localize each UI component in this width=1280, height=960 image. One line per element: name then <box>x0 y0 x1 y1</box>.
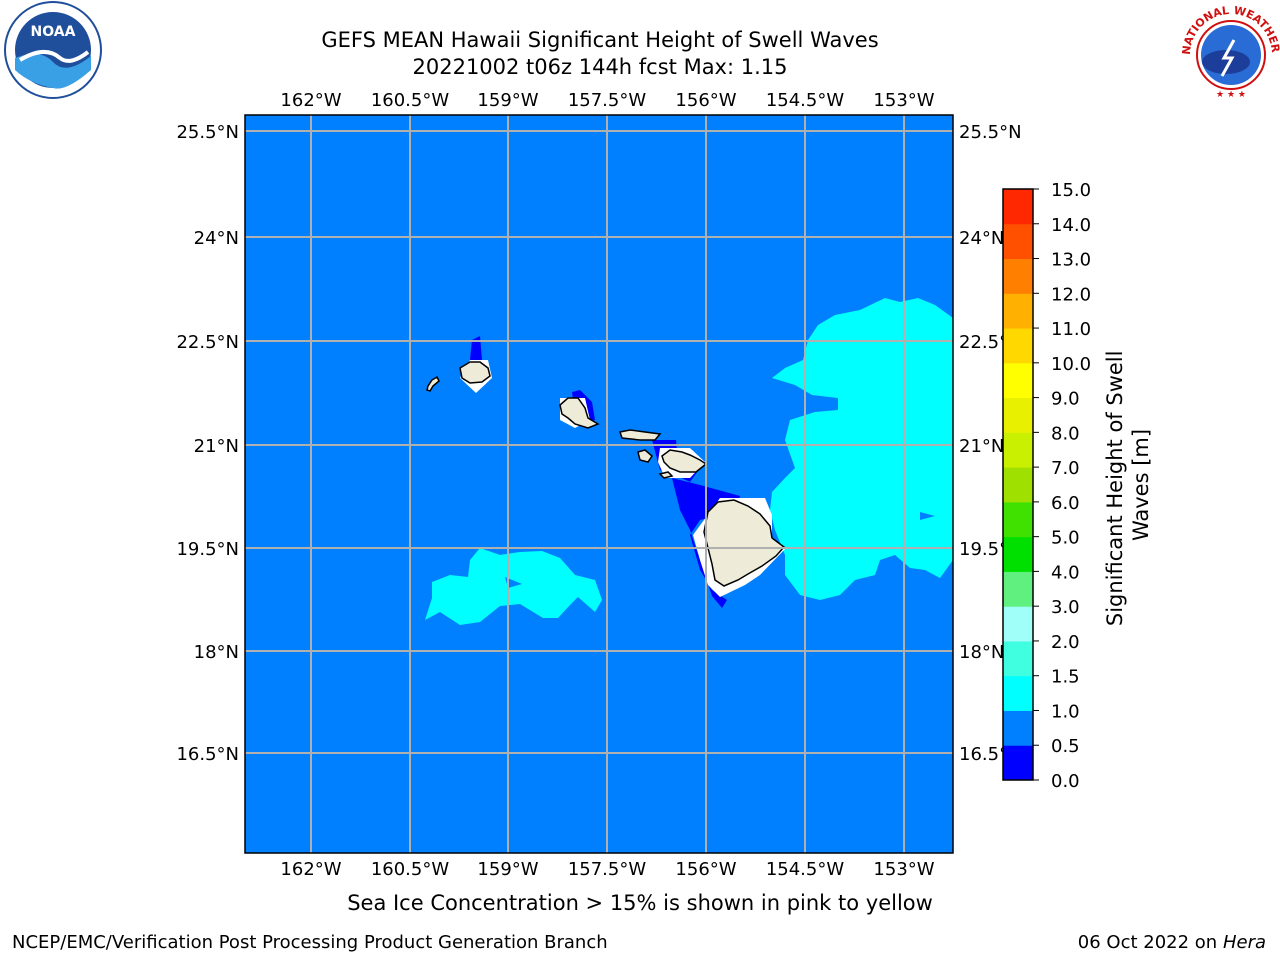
colorbar-band <box>1003 189 1033 225</box>
footer-branch: NCEP/EMC/Verification Post Processing Pr… <box>12 932 608 953</box>
colorbar-tick-label: 11.0 <box>1051 319 1091 340</box>
colorbar-tick-label: 7.0 <box>1051 458 1080 479</box>
lon-label-top: 157.5°W <box>568 90 647 111</box>
island-kahoolawe <box>658 471 674 479</box>
island-hawaii <box>703 499 786 587</box>
lat-label-left: 18°N <box>194 642 239 663</box>
lat-label-left: 24°N <box>194 228 239 249</box>
colorbar-label: Significant Height of Swell Waves [m] <box>1103 344 1153 626</box>
lon-labels-top: 162°W 160.5°W 159°W 157.5°W 156°W 154.5°W 153°… <box>280 90 934 111</box>
lon-label-bottom: 154.5°W <box>766 859 845 880</box>
island-niihau <box>426 375 440 392</box>
lon-label-bottom: 156°W <box>675 859 736 880</box>
colorbar-band <box>1003 467 1033 503</box>
colorbar-band <box>1003 675 1033 711</box>
lon-label-bottom: 162°W <box>280 859 341 880</box>
colorbar-tick-label: 3.0 <box>1051 597 1080 618</box>
nws-logo: NATIONAL WEATHER SERVICE ★ ★ ★ <box>1176 0 1280 100</box>
colorbar-tick-label: 9.0 <box>1051 389 1080 410</box>
islands <box>426 361 786 587</box>
colorbar-band <box>1003 571 1033 607</box>
lat-label-left: 25.5°N <box>176 122 239 143</box>
noaa-logo: NOAA <box>4 1 102 99</box>
colorbar-band <box>1003 640 1033 677</box>
lat-label-left: 21°N <box>194 436 239 457</box>
lat-labels-left: 25.5°N 24°N 22.5°N 21°N 19.5°N 18°N 16.5°N <box>176 122 239 765</box>
lon-label-bottom: 159°W <box>477 859 538 880</box>
svg-text:NOAA: NOAA <box>31 24 76 40</box>
lon-label-top: 154.5°W <box>766 90 845 111</box>
lon-label-bottom: 160.5°W <box>371 859 450 880</box>
colorbar-band <box>1003 745 1033 781</box>
colorbar-band <box>1003 432 1033 468</box>
colorbar-tick-label: 12.0 <box>1051 284 1091 305</box>
lon-label-bottom: 157.5°W <box>568 859 647 880</box>
swell-contour-southwest-notch <box>505 577 522 588</box>
colorbar-tick-label: 1.5 <box>1051 667 1080 688</box>
colorbar-tick-label: 0.0 <box>1051 771 1080 792</box>
lat-label-right: 21°N <box>959 436 1004 457</box>
colorbar-band <box>1003 501 1033 538</box>
footer-date-text: 06 Oct 2022 on <box>1077 932 1218 953</box>
colorbar-tick-label: 10.0 <box>1051 354 1091 375</box>
colorbar-label-line1: Significant Height of Swell <box>1103 351 1127 627</box>
colorbar-tick-label: 8.0 <box>1051 423 1080 444</box>
colorbar-tick-label: 1.0 <box>1051 701 1080 722</box>
svg-text:★ ★ ★: ★ ★ ★ <box>1216 90 1246 100</box>
colorbar-band <box>1003 258 1033 294</box>
sea-ice-note: Sea Ice Concentration > 15% is shown in … <box>347 891 933 915</box>
island-oahu <box>559 397 600 429</box>
swell-contour-east-notch <box>920 512 935 520</box>
colorbar-band <box>1003 223 1033 260</box>
lat-label-right: 18°N <box>959 642 1004 663</box>
colorbar-band <box>1003 606 1033 642</box>
colorbar-band <box>1003 362 1033 399</box>
colorbar <box>1002 188 1034 781</box>
map-frame <box>244 114 954 854</box>
colorbar-tick-label: 14.0 <box>1051 215 1091 236</box>
swell-contour-east <box>770 298 953 600</box>
colorbar-frame <box>1002 188 1034 781</box>
colorbar-band <box>1003 536 1033 572</box>
graticule <box>245 115 953 853</box>
colorbar-tick-label: 2.0 <box>1051 632 1080 653</box>
lat-label-right: 24°N <box>959 228 1004 249</box>
island-lanai <box>637 449 653 463</box>
lat-label-right: 25.5°N <box>959 122 1022 143</box>
swell-contour-southwest <box>425 548 602 625</box>
colorbar-band <box>1003 710 1033 746</box>
island-molokai <box>619 429 662 441</box>
lon-label-top: 156°W <box>675 90 736 111</box>
colorbar-band <box>1003 328 1033 364</box>
island-kauai <box>459 361 491 384</box>
colorbar-tick-label: 5.0 <box>1051 528 1080 549</box>
footer-date: 06 Oct 2022 on Hera <box>1078 932 1266 953</box>
colorbar-label-line2: Waves [m] <box>1129 429 1153 541</box>
colorbar-band <box>1003 397 1033 433</box>
colorbar-tick-labels: 0.0 0.5 1.0 1.5 2.0 3.0 4.0 5.0 6.0 7.0 8.0 9.0 10.0… <box>1033 180 1091 792</box>
colorbar-tick-label: 0.5 <box>1051 736 1080 757</box>
colorbar-band <box>1003 293 1033 329</box>
chart-title: GEFS MEAN Hawaii Significant Height of S… <box>321 28 879 52</box>
chart-subtitle: 20221002 t06z 144h fcst Max: 1.15 <box>412 55 788 79</box>
lon-labels-bottom: 162°W 160.5°W 159°W 157.5°W 156°W 154.5°W 153°… <box>280 859 934 880</box>
lon-label-bottom: 153°W <box>873 859 934 880</box>
colorbar-tick-label: 6.0 <box>1051 493 1080 514</box>
lon-label-top: 162°W <box>280 90 341 111</box>
lat-label-left: 16.5°N <box>176 744 239 765</box>
lat-label-left: 19.5°N <box>176 539 239 560</box>
lon-label-top: 153°W <box>873 90 934 111</box>
colorbar-tick-label: 13.0 <box>1051 250 1091 271</box>
colorbar-tick-label: 15.0 <box>1051 180 1091 201</box>
lat-label-left: 22.5°N <box>176 332 239 353</box>
footer-machine: Hera <box>1222 932 1266 953</box>
lon-label-top: 159°W <box>477 90 538 111</box>
lon-label-top: 160.5°W <box>371 90 450 111</box>
colorbar-tick-label: 4.0 <box>1051 562 1080 583</box>
